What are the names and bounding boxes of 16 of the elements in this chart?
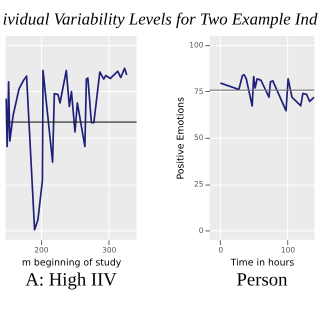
x-axis-title: Time in hours	[230, 258, 294, 269]
y-axis-title: Positive Emotions	[176, 96, 187, 180]
x-tick-label: 0	[218, 245, 224, 254]
chart-title: ividual Variability Levels for Two Example Ind	[2, 10, 318, 29]
y-tick-label: 25	[194, 180, 204, 188]
x-tick-label: 100	[280, 245, 296, 254]
text: Person	[236, 270, 288, 291]
y-tick-label: 0	[198, 226, 204, 235]
line-series	[219, 74, 315, 112]
y-tick-label: 50	[194, 133, 204, 142]
y-tick-label: 75	[194, 86, 204, 96]
y-tick-label: 100	[189, 40, 204, 50]
x-tick-label: 300	[102, 245, 117, 254]
x-axis-title: m beginning of study	[22, 258, 122, 269]
text: A: High IIV	[25, 270, 118, 291]
x-tick-label: 200	[34, 245, 49, 254]
